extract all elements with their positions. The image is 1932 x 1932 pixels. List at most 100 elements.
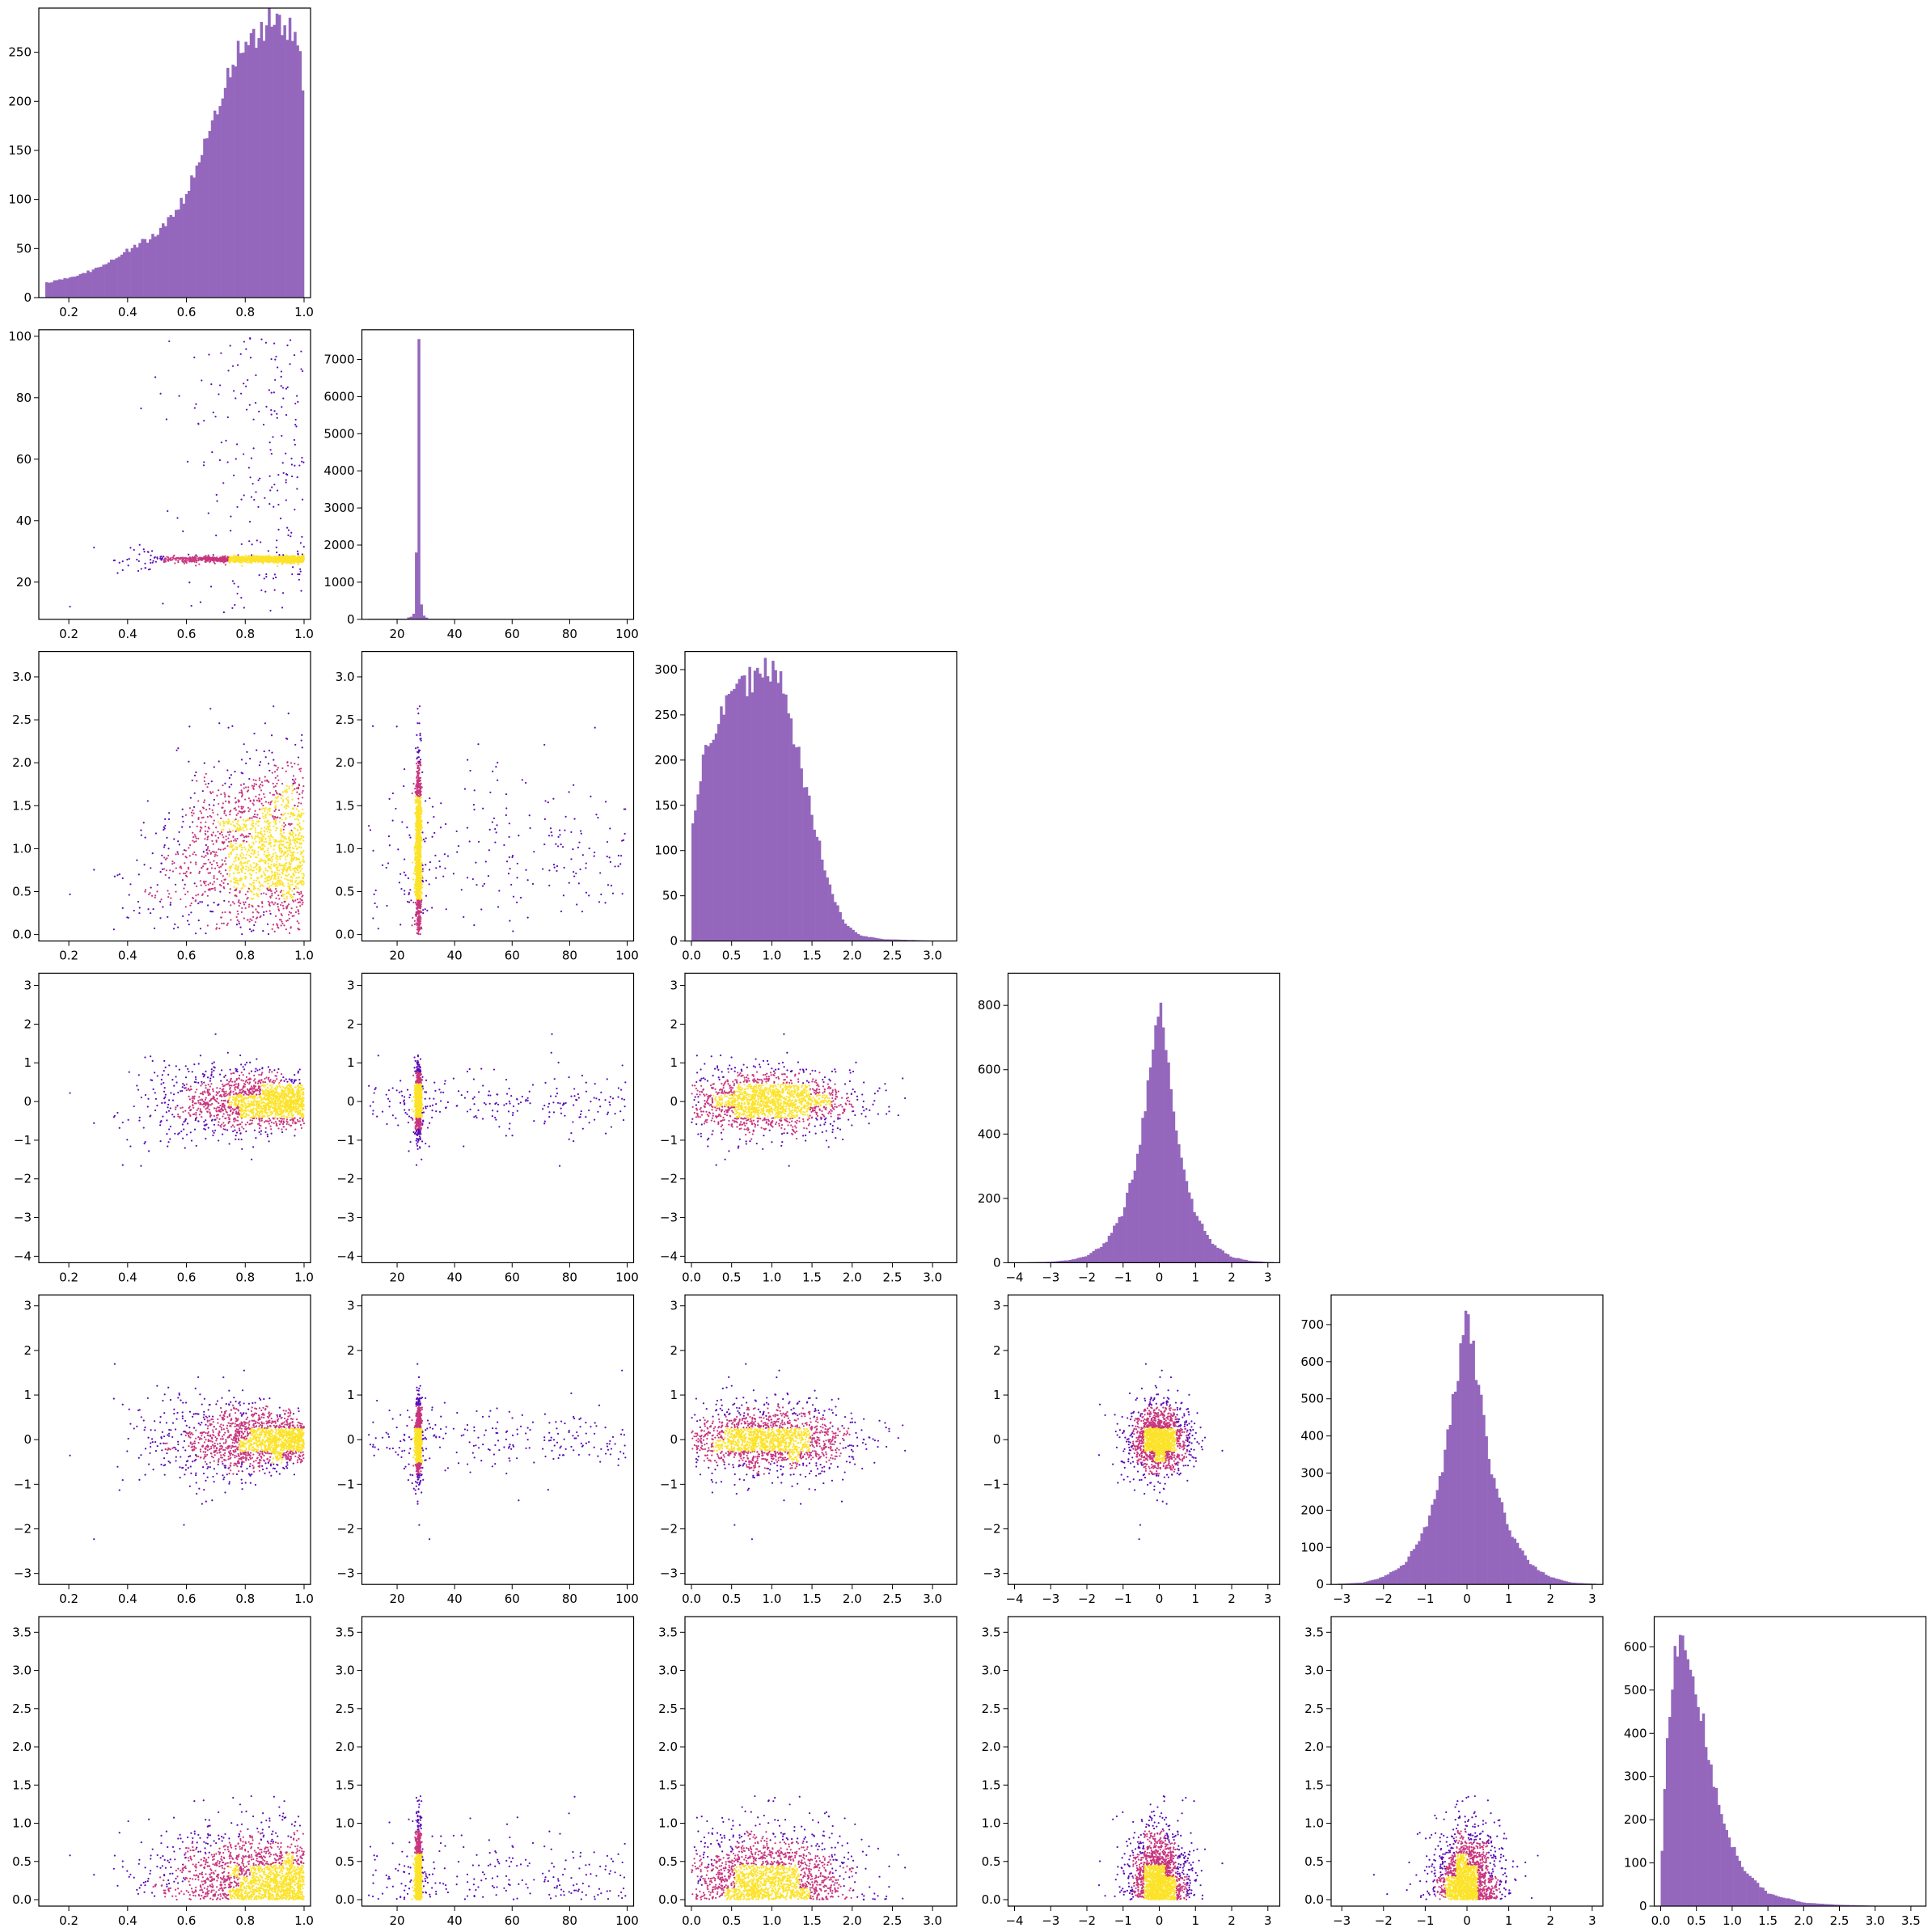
scatter-point	[93, 869, 95, 871]
hist-bar	[1712, 1786, 1715, 1906]
hist-bar	[76, 275, 79, 298]
scatter-point	[235, 869, 239, 871]
scatter-point	[268, 859, 272, 862]
hist-3-ytick-label: 400	[978, 1127, 1001, 1141]
scatter-point	[187, 890, 189, 893]
scatter-point	[190, 911, 192, 914]
scatter-point	[255, 491, 257, 493]
scatter-point	[294, 788, 296, 790]
scatter-point	[271, 928, 273, 931]
scatter-point	[419, 732, 421, 735]
scatter-point	[252, 869, 255, 872]
scatter-point	[263, 853, 265, 856]
scatter-point	[260, 901, 264, 903]
scatter-point	[278, 793, 281, 795]
scatter-point	[264, 826, 266, 829]
hist-bar	[291, 40, 294, 298]
scatter-point	[235, 818, 237, 821]
hist-bar	[1474, 1380, 1478, 1585]
scatter-point	[201, 856, 203, 858]
scatter-point	[220, 865, 222, 868]
scatter-point	[150, 554, 152, 556]
hist-bar	[1528, 1564, 1532, 1585]
scatter-point	[290, 911, 293, 914]
scatter-point	[297, 553, 299, 556]
scatter-point	[240, 877, 243, 880]
scatter-point	[277, 877, 280, 880]
scatter-1-0-ytick-label: 60	[16, 452, 32, 467]
scatter-point	[280, 913, 282, 915]
hist-bar	[743, 675, 746, 941]
scatter-point	[263, 911, 265, 913]
scatter-point	[227, 900, 230, 903]
scatter-point	[235, 830, 237, 833]
scatter-point	[280, 876, 283, 879]
hist-bar	[1795, 1900, 1799, 1906]
hist-3-xtick-label: 1	[1192, 1270, 1200, 1284]
hist-3-xtick-label: 3	[1264, 1270, 1272, 1284]
scatter-point	[290, 829, 293, 831]
scatter-point	[215, 839, 218, 842]
scatter-point	[287, 822, 290, 826]
scatter-point	[193, 774, 197, 777]
hist-bar	[171, 217, 175, 298]
scatter-point	[285, 878, 288, 881]
hist-1-ytick-label: 5000	[323, 426, 354, 441]
scatter-point	[275, 890, 278, 893]
hist-2-xtick-label: 3.0	[923, 949, 942, 963]
scatter-point	[278, 864, 281, 867]
hist-bar	[1226, 1253, 1230, 1263]
scatter-point	[274, 576, 277, 579]
scatter-point	[265, 576, 268, 578]
scatter-point	[243, 494, 245, 497]
scatter-point	[203, 762, 205, 764]
scatter-point	[233, 881, 235, 884]
scatter-point	[222, 820, 225, 822]
scatter-point	[300, 882, 303, 886]
scatter-point	[186, 460, 189, 463]
scatter-point	[159, 392, 162, 395]
scatter-point	[238, 899, 240, 902]
hist-bar	[1161, 1027, 1165, 1263]
hist-bar	[753, 670, 757, 941]
scatter-point	[144, 562, 146, 564]
hist-bar	[831, 894, 835, 941]
scatter-point	[184, 559, 186, 562]
scatter-point	[275, 826, 277, 830]
scatter-point	[268, 792, 272, 794]
scatter-point	[279, 857, 281, 860]
scatter-2-0-xtick-label: 0.8	[235, 949, 255, 963]
hist-4-ytick-label: 100	[1300, 1540, 1324, 1554]
hist-bar	[1676, 1656, 1680, 1906]
hist-bar	[167, 217, 170, 298]
scatter-point	[376, 906, 378, 908]
hist-bar	[273, 24, 277, 298]
hist-bar	[1567, 1582, 1571, 1585]
scatter-point	[290, 860, 294, 863]
scatter-point	[285, 895, 288, 898]
scatter-point	[222, 881, 225, 884]
scatter-point	[594, 851, 596, 854]
scatter-point	[177, 560, 180, 562]
scatter-point	[197, 423, 200, 425]
scatter-point	[239, 891, 241, 894]
scatter-point	[197, 559, 200, 561]
scatter-point	[207, 889, 209, 891]
scatter-point	[232, 872, 235, 875]
scatter-point	[302, 874, 306, 877]
scatter-point	[264, 780, 266, 782]
scatter-point	[278, 554, 281, 556]
scatter-point	[290, 556, 293, 559]
scatter-point	[267, 900, 269, 903]
hist-bar	[1249, 1261, 1253, 1263]
scatter-point	[297, 901, 299, 904]
scatter-point	[133, 548, 135, 552]
scatter-point	[179, 557, 181, 560]
scatter-point	[257, 821, 260, 823]
scatter-point	[192, 805, 196, 809]
scatter-point	[300, 843, 303, 845]
hist-bar	[120, 254, 124, 298]
scatter-point	[277, 528, 280, 531]
hist-bar	[281, 35, 284, 298]
scatter-point	[171, 556, 174, 559]
